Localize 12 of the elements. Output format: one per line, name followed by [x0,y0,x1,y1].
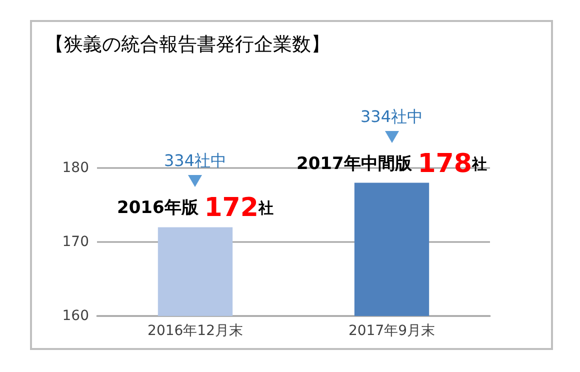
annotation: 2016年版 [116,198,204,218]
x-tick-label: 2016年12月末 [148,323,243,339]
x-tick-label: 2017年9月末 [348,323,436,339]
y-tick-label: 160 [62,308,89,324]
annotation: 334社中 [164,151,227,172]
annotation: 2017年中間版 [296,154,418,174]
data-label: 172社 [204,193,274,224]
text: 334社中 [360,106,424,128]
chart-title: 【狭義の統合報告書発行企業数】 [45,34,330,56]
y-tick-label: 170 [62,234,89,250]
data-label: 178社 [418,148,488,179]
y-tick-label: 180 [62,160,89,176]
